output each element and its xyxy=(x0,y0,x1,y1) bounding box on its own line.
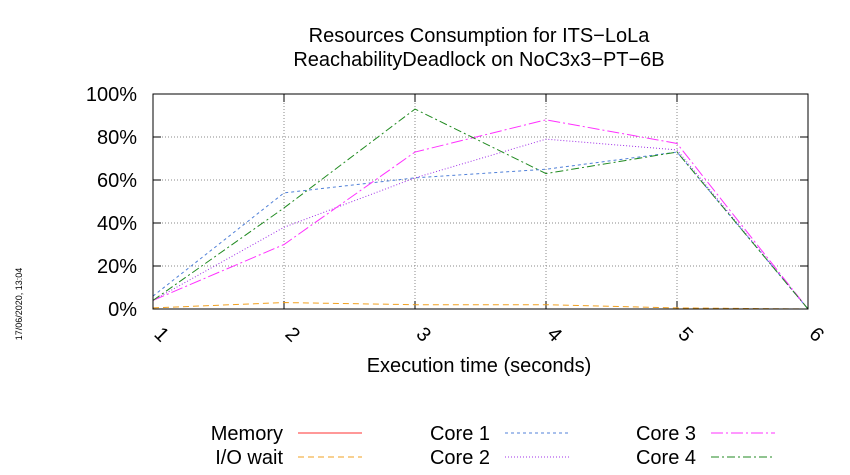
x-tick-label: 3 xyxy=(412,323,435,346)
x-tick-label: 6 xyxy=(805,323,828,346)
legend-label: Core 3 xyxy=(636,423,696,445)
chart-title: Resources Consumption for ITS−LoLa xyxy=(309,25,651,47)
series-lines xyxy=(152,108,809,310)
series-line xyxy=(152,302,809,310)
legend-label: Core 4 xyxy=(636,447,696,469)
x-tick-label: 1 xyxy=(150,323,173,346)
x-tick-label: 4 xyxy=(543,323,566,346)
y-tick-label: 100% xyxy=(86,84,137,106)
y-tick-label: 0% xyxy=(108,299,137,321)
axis-ticks: 0% 20% 40% 60% 80% 100% 1 2 3 4 5 6 xyxy=(86,84,828,346)
grid xyxy=(153,94,808,309)
plot-frame xyxy=(152,93,809,310)
legend-label: Memory xyxy=(211,423,283,445)
timestamp-label: 17/06/2020, 13:04 xyxy=(14,268,24,341)
y-tick-label: 60% xyxy=(97,170,137,192)
x-tick-label: 5 xyxy=(674,323,697,346)
legend-label: Core 2 xyxy=(430,447,490,469)
legend-label: I/O wait xyxy=(215,447,283,469)
y-tick-label: 20% xyxy=(97,256,137,278)
series-line xyxy=(152,108,809,310)
chart-subtitle: ReachabilityDeadlock on NoC3x3−PT−6B xyxy=(293,49,664,71)
x-tick-label: 2 xyxy=(281,323,304,346)
x-axis-label: Execution time (seconds) xyxy=(367,355,592,377)
series-line xyxy=(152,151,809,310)
series-line xyxy=(152,138,809,310)
series-line xyxy=(152,119,809,310)
y-tick-label: 80% xyxy=(97,127,137,149)
legend-label: Core 1 xyxy=(430,423,490,445)
y-tick-label: 40% xyxy=(97,213,137,235)
